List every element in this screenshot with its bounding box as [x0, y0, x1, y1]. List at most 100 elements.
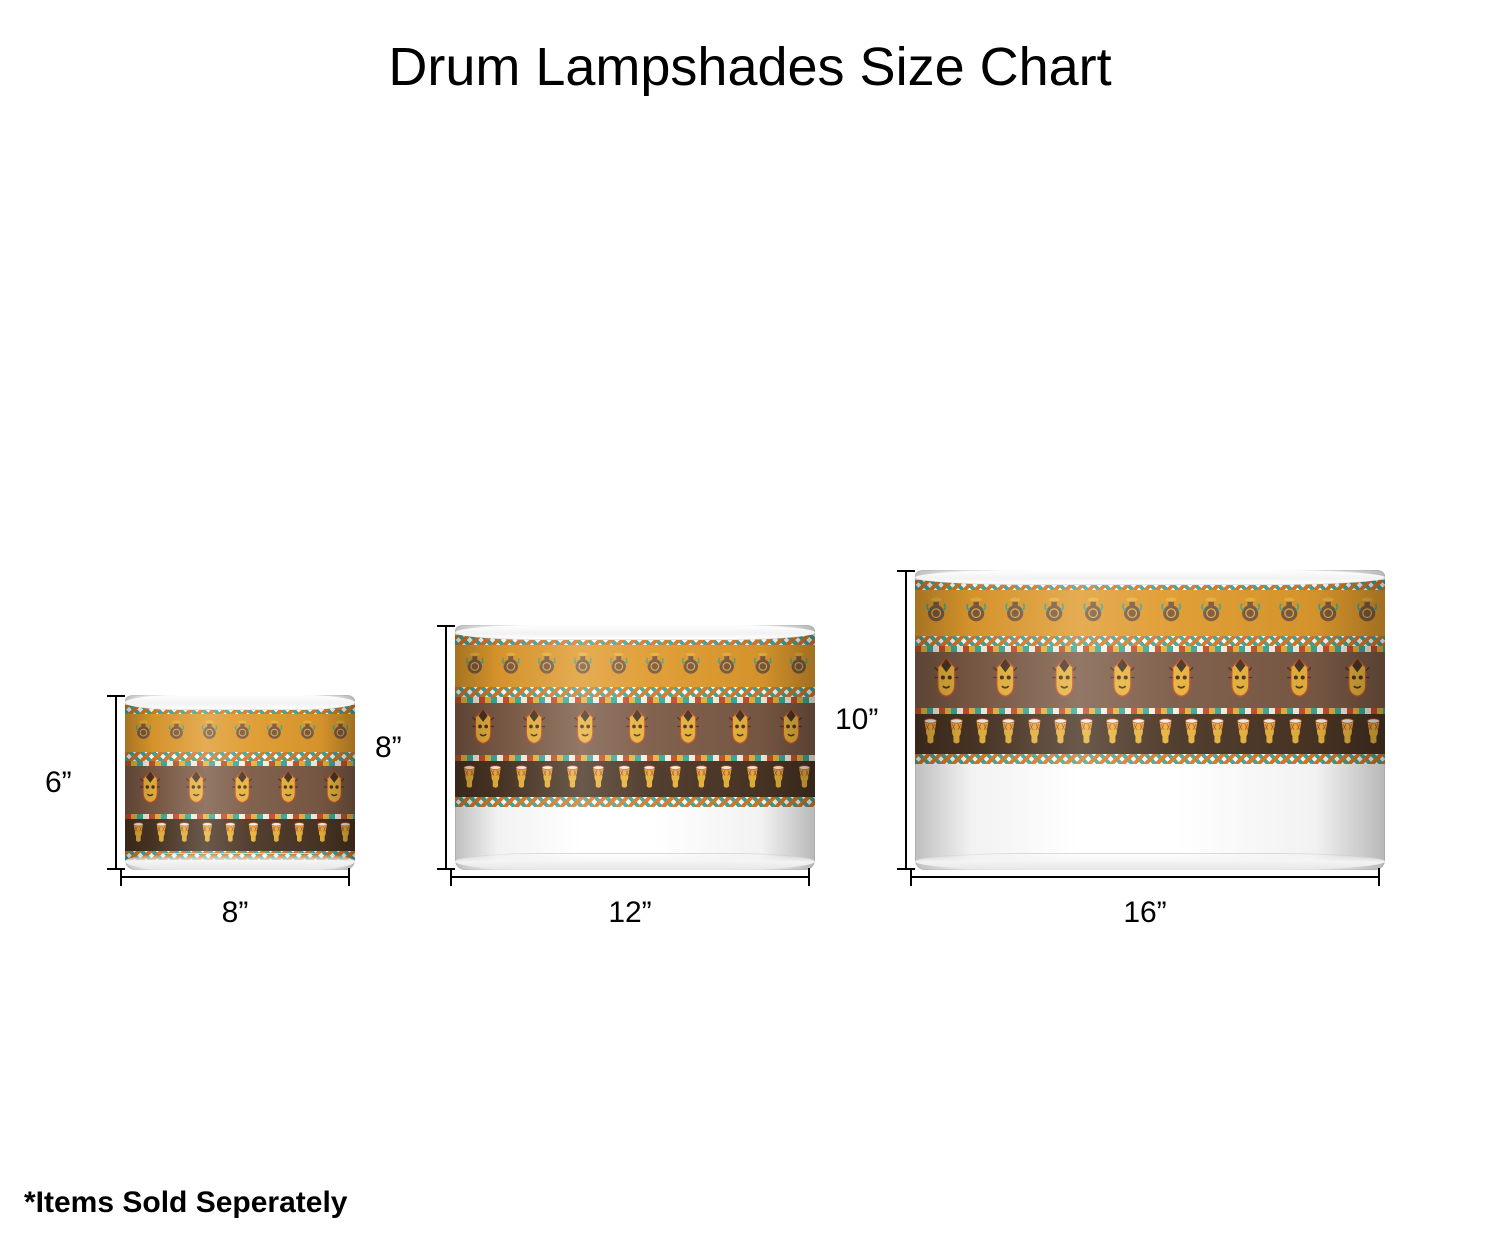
pattern-motif	[331, 720, 350, 746]
dim-cap	[897, 570, 915, 572]
pattern-motif	[140, 770, 160, 809]
pattern-band-drums	[455, 761, 815, 797]
height-label: 8”	[375, 731, 402, 765]
pattern-motif	[770, 765, 787, 794]
lampshade-2	[915, 570, 1385, 870]
lampshade-item: 6”	[115, 695, 355, 930]
pattern-motif	[200, 720, 219, 746]
page-title: Drum Lampshades Size Chart	[0, 36, 1500, 98]
pattern-motif	[934, 657, 959, 703]
dim-cap	[450, 868, 452, 886]
pattern-motif	[964, 597, 988, 629]
pattern-motif	[1234, 718, 1253, 750]
width-dimension	[910, 876, 1380, 878]
pattern-motif	[186, 770, 206, 809]
pattern-motif	[292, 822, 307, 848]
pattern-motif	[788, 652, 810, 681]
pattern-motif	[131, 822, 146, 848]
pattern-motif	[1345, 657, 1370, 703]
pattern-motif	[564, 765, 581, 794]
pattern-motif	[780, 708, 802, 750]
pattern-motif	[1312, 718, 1331, 750]
lampshade-pattern	[125, 705, 355, 860]
pattern-motif	[324, 770, 344, 809]
lampshade-with-dims: 10”	[905, 570, 1385, 870]
pattern-motif	[200, 822, 215, 848]
pattern-motif	[744, 765, 761, 794]
width-label: 8”	[222, 896, 249, 930]
dim-cap	[808, 868, 810, 886]
pattern-motif	[1129, 718, 1148, 750]
lampshade-1	[455, 625, 815, 870]
pattern-band-drums	[915, 714, 1385, 754]
pattern-motif	[680, 652, 702, 681]
width-dimension	[450, 876, 810, 878]
pattern-motif	[536, 652, 558, 681]
pattern-motif	[487, 765, 504, 794]
pattern-band-zigzag	[915, 636, 1385, 646]
pattern-motif	[464, 652, 486, 681]
height-label: 10”	[835, 703, 878, 737]
dim-cap	[120, 868, 122, 886]
pattern-motif	[513, 765, 530, 794]
pattern-motif	[626, 708, 648, 750]
dim-line-horizontal	[120, 876, 350, 878]
dim-cap	[107, 695, 125, 697]
pattern-motif	[999, 718, 1018, 750]
height-dimension: 10”	[905, 570, 907, 870]
pattern-motif	[1042, 597, 1066, 629]
size-chart-page: Drum Lampshades Size Chart 6”	[0, 0, 1500, 1250]
pattern-motif	[269, 822, 284, 848]
lampshade-row: 6”	[0, 570, 1500, 930]
pattern-motif	[1156, 718, 1175, 750]
pattern-motif	[1003, 597, 1027, 629]
pattern-motif	[616, 765, 633, 794]
pattern-motif	[134, 720, 153, 746]
dim-cap	[107, 868, 125, 870]
dim-line-vertical	[115, 695, 117, 870]
dim-cap	[910, 868, 912, 886]
pattern-band-masks	[915, 652, 1385, 708]
pattern-motif	[1228, 657, 1253, 703]
pattern-motif	[572, 652, 594, 681]
pattern-band-vases	[915, 590, 1385, 636]
pattern-motif	[796, 765, 813, 794]
pattern-band-zigzag	[125, 851, 355, 860]
pattern-motif	[693, 765, 710, 794]
pattern-motif	[716, 652, 738, 681]
width-label: 16”	[1123, 896, 1166, 930]
pattern-motif	[1159, 597, 1183, 629]
pattern-band-vases	[455, 645, 815, 687]
width-dimension	[120, 876, 350, 878]
dim-line-vertical	[445, 625, 447, 870]
dim-cap	[437, 868, 455, 870]
dim-line-vertical	[905, 570, 907, 870]
lampshade-with-dims: 6”	[115, 695, 355, 870]
pattern-motif	[1169, 657, 1194, 703]
pattern-motif	[1077, 718, 1096, 750]
pattern-motif	[1208, 718, 1227, 750]
pattern-motif	[667, 765, 684, 794]
pattern-motif	[167, 720, 186, 746]
lampshade-pattern	[915, 580, 1385, 860]
pattern-motif	[644, 652, 666, 681]
pattern-motif	[924, 597, 948, 629]
pattern-motif	[1260, 718, 1279, 750]
pattern-motif	[1182, 718, 1201, 750]
pattern-band-zigzag	[915, 580, 1385, 590]
pattern-band-drums	[125, 819, 355, 851]
pattern-motif	[246, 822, 261, 848]
pattern-motif	[1238, 597, 1262, 629]
pattern-band-masks	[125, 766, 355, 814]
pattern-motif	[574, 708, 596, 750]
pattern-motif	[590, 765, 607, 794]
dim-line-horizontal	[450, 876, 810, 878]
pattern-band-zigzag	[915, 754, 1385, 764]
footnote-text: *Items Sold Seperately	[24, 1186, 347, 1220]
pattern-motif	[1110, 657, 1135, 703]
pattern-motif	[223, 822, 238, 848]
pattern-motif	[1052, 657, 1077, 703]
pattern-motif	[472, 708, 494, 750]
pattern-motif	[500, 652, 522, 681]
pattern-band-zigzag	[455, 687, 815, 697]
